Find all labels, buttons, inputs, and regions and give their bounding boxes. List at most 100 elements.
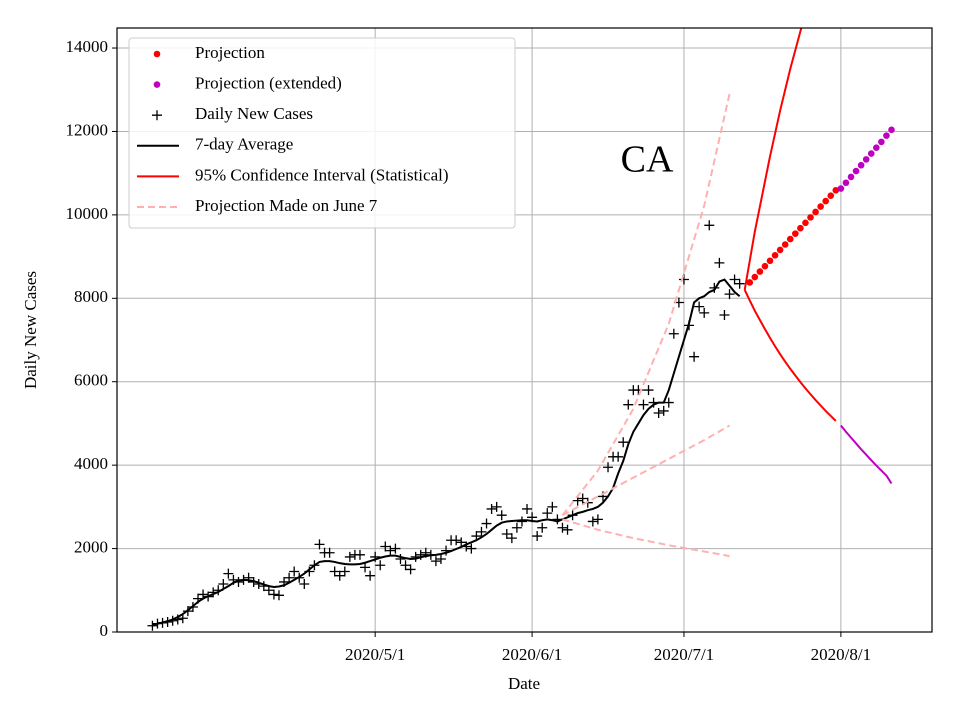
- case-marker: [481, 518, 492, 529]
- projection-line: [562, 518, 730, 558]
- case-marker: [466, 543, 477, 554]
- x-tick-label: 2020/5/1: [345, 645, 405, 664]
- legend-box: [128, 37, 516, 229]
- projection-dot: [792, 230, 799, 237]
- case-marker: [613, 451, 624, 462]
- case-marker: [724, 289, 735, 300]
- case-marker: [522, 503, 533, 514]
- projection-dot: [862, 156, 870, 163]
- y-tick-label: 14000: [66, 37, 109, 56]
- legend-label: 95% Confidence Interval (Statistical): [195, 165, 449, 184]
- series-line: [743, 289, 837, 422]
- projection-dot: [878, 138, 885, 146]
- case-marker: [451, 535, 462, 546]
- case-marker: [643, 385, 654, 396]
- y-tick-label: 10000: [66, 204, 109, 223]
- projection-dot: [837, 185, 845, 192]
- case-marker: [375, 560, 386, 571]
- x-axis-label: Date: [508, 674, 540, 693]
- legend-marker: [153, 81, 161, 88]
- series-line: [840, 424, 893, 485]
- projection-dot: [817, 203, 824, 210]
- case-marker: [365, 570, 376, 581]
- case-marker: [694, 301, 705, 312]
- case-marker: [587, 516, 598, 527]
- case-marker: [354, 549, 365, 560]
- projection-dot: [786, 235, 794, 243]
- case-marker: [658, 405, 669, 416]
- projection-dot: [883, 132, 890, 139]
- case-marker: [729, 274, 740, 285]
- case-marker: [689, 351, 700, 362]
- case-marker: [268, 589, 279, 600]
- case-marker: [496, 510, 507, 521]
- projection-dot: [756, 268, 764, 275]
- y-tick-label: 0: [100, 621, 109, 640]
- projection-dot: [746, 279, 754, 286]
- projection-dot: [807, 214, 814, 221]
- case-marker: [456, 537, 467, 548]
- case-marker: [618, 437, 629, 448]
- y-tick-label: 4000: [74, 454, 108, 473]
- annotation: CA: [621, 139, 674, 181]
- projection-dot: [776, 246, 784, 254]
- projection-dot: [751, 273, 759, 281]
- legend-label: Projection (extended): [195, 74, 342, 93]
- case-marker: [501, 528, 512, 539]
- case-marker: [430, 556, 441, 567]
- legend-marker: [152, 110, 162, 121]
- projection-dot: [761, 262, 769, 270]
- projection-dot: [802, 219, 809, 227]
- projection-line: [561, 93, 731, 516]
- projection-dot: [812, 208, 819, 216]
- x-tick-label: 2020/7/1: [654, 645, 714, 664]
- projection-dot: [888, 126, 895, 134]
- projection-dot: [781, 241, 789, 248]
- case-marker: [704, 220, 715, 231]
- series-line: [152, 278, 741, 626]
- series-line: [743, 28, 803, 291]
- projection-dot: [827, 192, 835, 199]
- case-marker: [223, 568, 234, 579]
- axes-frame: [116, 27, 933, 633]
- case-marker: [532, 531, 543, 542]
- x-tick-label: 2020/6/1: [502, 645, 562, 664]
- case-marker: [284, 572, 295, 583]
- case-marker: [273, 590, 284, 601]
- legend-label: Daily New Cases: [195, 104, 313, 123]
- case-marker: [476, 526, 487, 537]
- case-marker: [435, 554, 446, 565]
- case-marker: [719, 309, 730, 320]
- case-marker: [734, 278, 745, 289]
- legend: Projection Projection (extended) Daily New…: [128, 37, 516, 229]
- case-marker: [709, 282, 720, 293]
- projection-dot: [852, 167, 860, 175]
- projection-dot: [847, 173, 855, 181]
- y-tick-label: 2000: [74, 537, 108, 556]
- case-marker: [147, 620, 158, 631]
- case-marker: [324, 547, 335, 558]
- ticks: 0 2000 4000 6000 8000 10000 12000 14000 2020/5/1…: [66, 37, 872, 664]
- projection-dot: [867, 150, 875, 157]
- legend-label: Projection Made on June 7: [195, 196, 378, 215]
- case-marker: [344, 551, 355, 562]
- case-marker: [289, 566, 300, 577]
- projection-dot: [857, 161, 865, 169]
- legend-marker: [153, 50, 161, 58]
- case-marker: [395, 554, 406, 565]
- case-marker: [400, 560, 411, 571]
- projection-dot: [842, 179, 850, 187]
- case-marker: [299, 579, 310, 590]
- case-marker: [405, 564, 416, 575]
- case-marker: [314, 539, 325, 550]
- y-tick-label: 8000: [74, 287, 108, 306]
- case-marker: [699, 307, 710, 318]
- case-marker: [603, 462, 614, 473]
- case-marker: [714, 257, 725, 268]
- case-marker: [557, 522, 568, 533]
- case-marker: [380, 541, 391, 552]
- case-marker: [562, 524, 573, 535]
- y-tick-label: 6000: [74, 371, 108, 390]
- x-tick-label: 2020/8/1: [811, 645, 871, 664]
- projection-dot: [797, 224, 804, 232]
